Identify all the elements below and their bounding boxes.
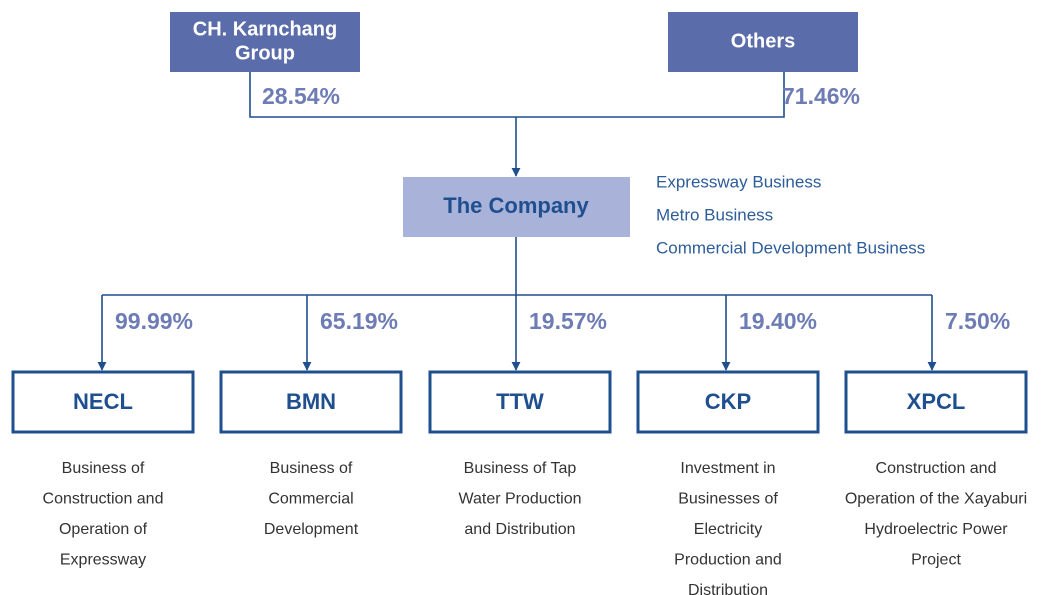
subsidiary-description: Project [911, 552, 961, 569]
share-percent: 28.54% [262, 83, 340, 109]
company-box [403, 177, 630, 237]
subsidiary-description: Expressway [60, 552, 146, 569]
shareholder-label: Group [235, 42, 295, 64]
subsidiary-description: Business of [62, 460, 145, 477]
subsidiary-description: and Distribution [464, 521, 575, 538]
subsidiary-description: Commercial [268, 491, 353, 508]
subsidiary-description: Construction and [43, 491, 164, 508]
subsidiary-description: Businesses of [678, 491, 778, 508]
business-item: Commercial Development Business [656, 238, 925, 257]
subsidiary-box [11, 370, 195, 434]
subsidiary-description: Investment in [680, 460, 775, 477]
subsidiary-connector [102, 237, 932, 296]
subsidiary-description: Development [264, 521, 359, 538]
business-item: Metro Business [656, 205, 773, 224]
subsidiary-description: Hydroelectric Power [864, 521, 1008, 538]
company-label: The Company [443, 193, 589, 218]
share-percent: 19.40% [739, 308, 817, 334]
shareholder-box [668, 12, 858, 72]
shareholder-label: CH. Karnchang [193, 18, 337, 40]
subsidiary-description: Business of Tap [464, 460, 577, 477]
subsidiary-description: Electricity [694, 521, 762, 538]
shareholder-label: Others [731, 30, 795, 52]
subsidiary-label: XPCL [907, 389, 966, 414]
share-percent: 99.99% [115, 308, 193, 334]
subsidiary-box [636, 370, 820, 434]
subsidiary-box [428, 370, 612, 434]
share-percent: 71.46% [782, 83, 860, 109]
business-item: Expressway Business [656, 172, 821, 191]
share-percent: 19.57% [529, 308, 607, 334]
subsidiary-label: CKP [705, 389, 751, 414]
subsidiary-label: BMN [286, 389, 336, 414]
shareholder-connector [249, 72, 785, 118]
subsidiary-description: Business of [270, 460, 353, 477]
subsidiary-label: TTW [496, 389, 544, 414]
subsidiary-box [844, 370, 1028, 434]
subsidiary-description: Operation of [59, 521, 148, 538]
subsidiary-description: Operation of the Xayaburi [845, 491, 1027, 508]
subsidiary-box [219, 370, 403, 434]
subsidiary-label: NECL [73, 389, 133, 414]
shareholder-box [170, 12, 360, 72]
subsidiary-description: Production and [674, 552, 782, 569]
share-percent: 7.50% [945, 308, 1010, 334]
subsidiary-description: Water Production [458, 491, 581, 508]
subsidiary-description: Construction and [876, 460, 997, 477]
subsidiary-description: Distribution [688, 582, 768, 595]
share-percent: 65.19% [320, 308, 398, 334]
